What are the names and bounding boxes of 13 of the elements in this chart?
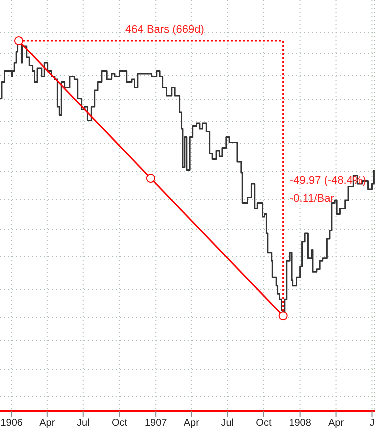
x-tick-label: Oct [256,418,272,430]
x-tick-label: 1907 [144,418,168,430]
x-tick-label: Apr [184,418,200,430]
x-tick-label: Apr [328,418,345,430]
annotation: -0.11/Bar [290,193,335,205]
x-tick-label: Jul [221,418,234,430]
x-tick-label: Jul [76,418,90,430]
x-tick-label: 1908 [289,418,312,430]
x-tick-label: Oct [112,418,128,430]
text: 464 Bars (669d) [126,24,204,36]
x-tick-label: Apr [40,418,56,430]
x-tick-label: 1906 [0,418,24,430]
x-tick-label: J [370,418,375,430]
